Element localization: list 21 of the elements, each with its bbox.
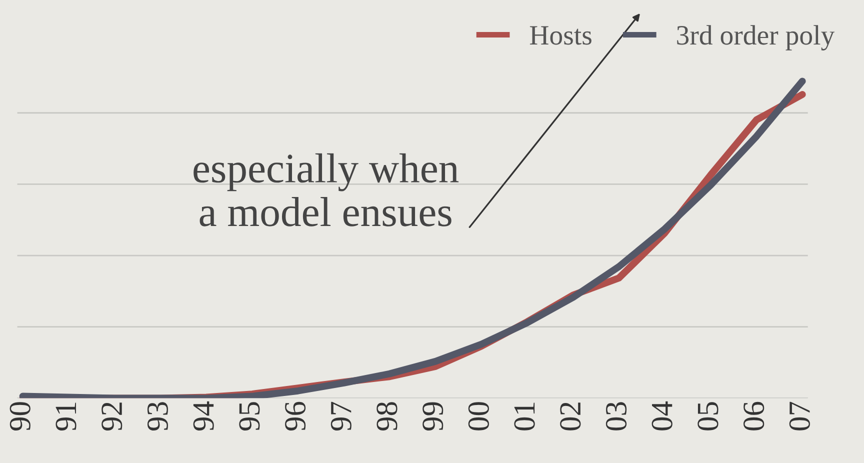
x-tick-label: 98 bbox=[376, 402, 398, 431]
annotation: especially when a model ensues bbox=[194, 153, 459, 226]
x-tick-label: 06 bbox=[744, 402, 764, 430]
x-tick-label: 00 bbox=[468, 402, 489, 430]
x-tick-label: 97 bbox=[330, 402, 352, 431]
legend-label: Hosts bbox=[530, 26, 592, 45]
x-tick-label: 95 bbox=[239, 402, 260, 431]
x-tick-label: 01 bbox=[514, 402, 535, 430]
x-tick-label: 94 bbox=[193, 401, 214, 431]
x-tick-label: 03 bbox=[606, 402, 627, 430]
x-tick-label: 93 bbox=[147, 402, 168, 431]
x-tick-label: 99 bbox=[422, 402, 444, 431]
x-tick-label: 02 bbox=[560, 402, 581, 430]
x-tick-label: 90 bbox=[10, 402, 30, 431]
x-tick-label: 91 bbox=[56, 402, 76, 431]
x-tick-label: 96 bbox=[285, 402, 306, 431]
x-tick-label: 05 bbox=[698, 402, 718, 430]
legend-label: 3rd order poly bbox=[677, 25, 835, 50]
x-tick-label: 92 bbox=[102, 402, 122, 431]
x-tick-label: 04 bbox=[652, 401, 672, 430]
x-tick-label: 07 bbox=[789, 402, 810, 430]
